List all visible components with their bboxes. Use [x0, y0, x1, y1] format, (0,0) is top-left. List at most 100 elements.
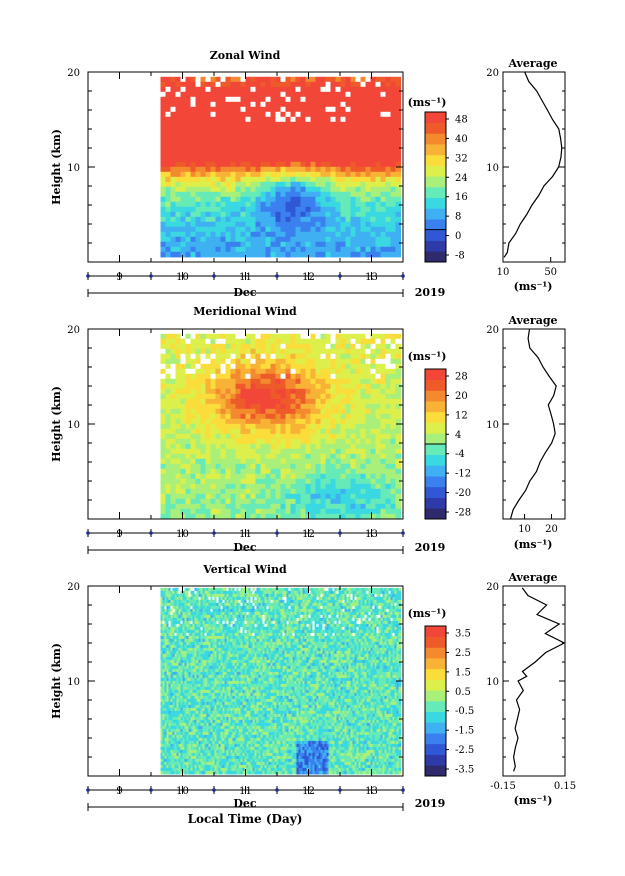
heatmap-cell: [255, 353, 262, 360]
heatmap-cell: [280, 166, 287, 173]
heatmap-cell: [360, 423, 367, 430]
heatmap-cell: [320, 408, 327, 415]
heatmap-cell: [350, 358, 357, 365]
heatmap-cell: [340, 191, 347, 198]
heatmap-cell: [174, 701, 178, 706]
heatmap-cell: [172, 725, 176, 730]
heatmap-cell: [260, 136, 267, 143]
heatmap-cell: [270, 236, 277, 243]
heatmap-cell: [215, 216, 222, 223]
heatmap-cell: [325, 191, 332, 198]
heatmap-cell: [225, 151, 232, 158]
heatmap-cell: [194, 692, 198, 697]
heatmap-cell: [182, 671, 186, 676]
heatmap-cell: [164, 617, 168, 622]
heatmap-cell: [245, 468, 252, 475]
heatmap-cell: [230, 201, 237, 208]
heatmap-cell: [186, 599, 190, 604]
heatmap-cell: [390, 448, 397, 455]
heatmap-cell: [190, 181, 197, 188]
heatmap-cell: [250, 191, 257, 198]
heatmap-cell: [275, 358, 282, 365]
heatmap-cell: [160, 206, 167, 213]
heatmap-cell: [355, 413, 362, 420]
heatmap-cell: [255, 513, 262, 519]
heatmap-cell: [345, 433, 352, 440]
heatmap-cell: [200, 116, 207, 123]
heatmap-cell: [160, 731, 164, 736]
heatmap-cell: [375, 463, 382, 470]
heatmap-cell: [178, 668, 182, 673]
heatmap-cell: [390, 403, 397, 410]
heatmap-cell: [335, 201, 342, 208]
heatmap-cell: [215, 126, 222, 133]
heatmap-cell: [190, 743, 194, 748]
heatmap-cell: [188, 623, 192, 628]
heatmap-cell: [230, 176, 237, 183]
heatmap-cell: [305, 388, 312, 395]
heatmap-cell: [345, 226, 352, 233]
heatmap-cell: [235, 126, 242, 133]
heatmap-cell: [210, 378, 217, 385]
heatmap-cell: [315, 236, 322, 243]
heatmap-cell: [280, 226, 287, 233]
time-tick-label: 13: [365, 529, 378, 540]
heatmap-cell: [320, 453, 327, 460]
heatmap-cell: [260, 156, 267, 163]
heatmap-cell: [188, 746, 192, 751]
heatmap-cell: [300, 101, 307, 108]
heatmap-cell: [200, 378, 207, 385]
heatmap-cell: [350, 463, 357, 470]
heatmap-cell: [320, 503, 327, 510]
heatmap-cell: [170, 635, 174, 640]
heatmap-cell: [160, 413, 167, 420]
heatmap-cell: [168, 752, 172, 757]
heatmap-cell: [275, 368, 282, 375]
heatmap-cell: [160, 116, 167, 123]
heatmap-cell: [305, 333, 312, 340]
heatmap-cell: [165, 498, 172, 505]
heatmap-cell: [280, 373, 287, 380]
heatmap-cell: [160, 363, 167, 370]
heatmap-cell: [300, 251, 307, 258]
heatmap-cell: [355, 368, 362, 375]
heatmap-cell: [240, 221, 247, 228]
heatmap-cell: [390, 348, 397, 355]
heatmap-cell: [250, 196, 257, 203]
heatmap-cell: [200, 186, 207, 193]
heatmap-cell: [205, 363, 212, 370]
heatmap-cell: [370, 236, 377, 243]
heatmap-cell: [240, 508, 247, 515]
heatmap-cell: [260, 111, 267, 118]
heatmap-cell: [190, 635, 194, 640]
heatmap-cell: [295, 368, 302, 375]
heatmap-cell: [170, 734, 174, 739]
heatmap-cell: [395, 333, 402, 340]
heatmap-cell: [290, 151, 297, 158]
heatmap-cell: [178, 701, 182, 706]
heatmap-cell: [240, 398, 247, 405]
heatmap-cell: [225, 498, 232, 505]
heatmap-cell: [220, 251, 227, 258]
heatmap-cell: [172, 614, 176, 619]
heatmap-cell: [182, 599, 186, 604]
heatmap-cell: [315, 353, 322, 360]
heatmap-cell: [335, 131, 342, 138]
heatmap-cell: [185, 503, 192, 510]
heatmap-cell: [160, 106, 167, 113]
heatmap-cell: [265, 246, 272, 253]
heatmap-cell: [260, 181, 267, 188]
heatmap-cell: [295, 121, 302, 128]
heatmap-cell: [350, 251, 357, 258]
heatmap-cell: [300, 393, 307, 400]
heatmap-cell: [295, 478, 302, 485]
heatmap-cell: [370, 513, 377, 519]
heatmap-cell: [184, 650, 188, 655]
heatmap-cell: [265, 146, 272, 153]
heatmap-cell: [270, 76, 277, 83]
heatmap-cell: [200, 176, 207, 183]
heatmap-cell: [230, 241, 237, 248]
heatmap-cell: [345, 251, 352, 258]
heatmap-cell: [325, 513, 332, 519]
heatmap-cell: [194, 716, 198, 721]
